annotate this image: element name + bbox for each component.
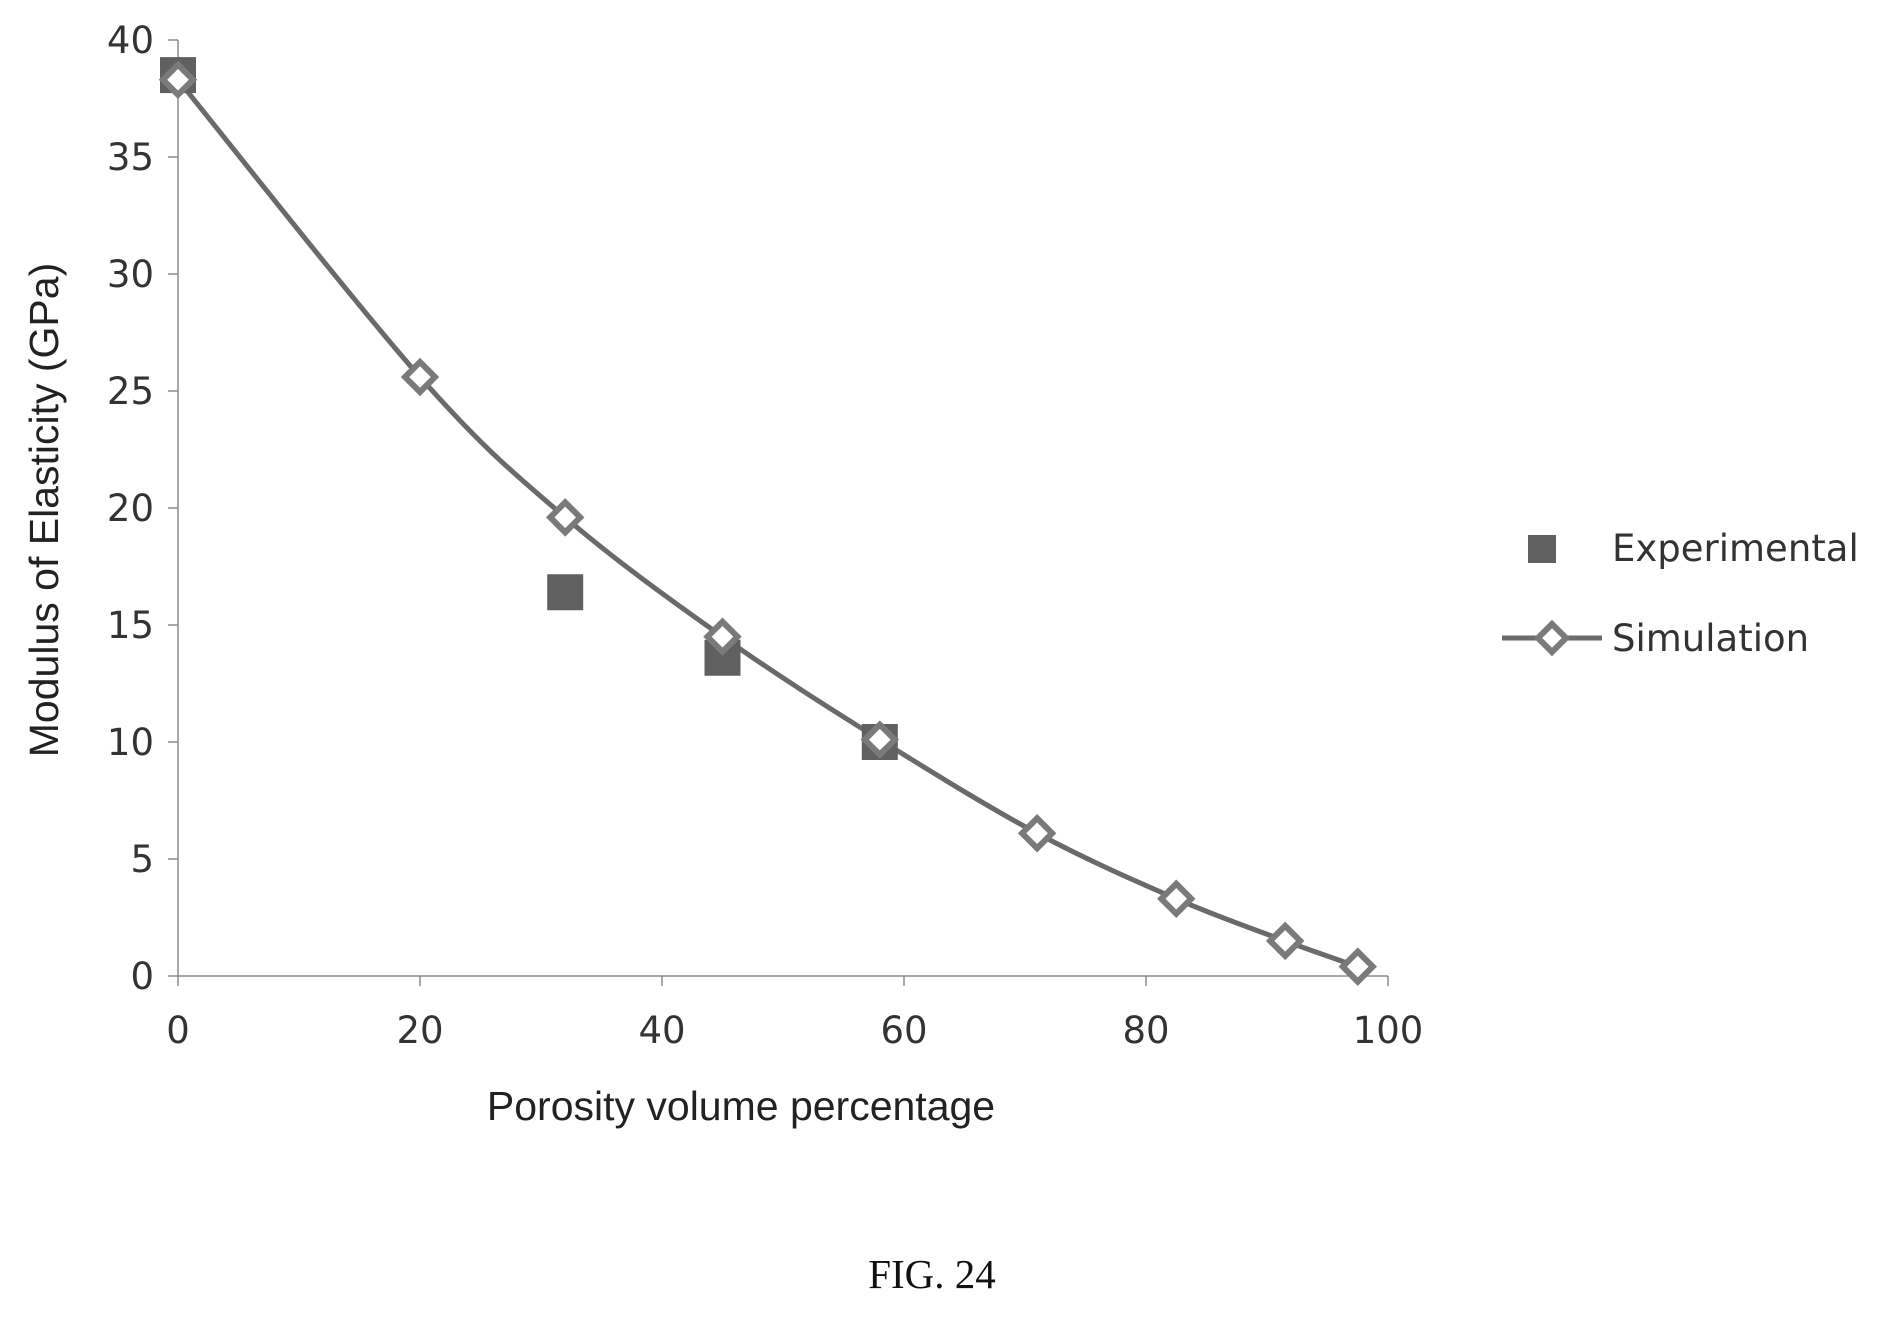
experimental-point xyxy=(547,574,584,611)
legend-experimental-label: Experimental xyxy=(1612,527,1859,570)
simulation-point xyxy=(158,60,198,100)
simulation-point xyxy=(400,357,440,397)
x-axis-ticks: 0 20 40 60 80 100 xyxy=(166,976,1423,1052)
experimental-series-points xyxy=(160,57,898,760)
figure-caption: FIG. 24 xyxy=(868,1251,996,1297)
y-tick-label: 5 xyxy=(130,838,154,881)
simulation-series-points xyxy=(158,60,1377,986)
simulation-point xyxy=(703,617,742,656)
y-tick-label: 20 xyxy=(107,487,154,530)
y-axis-title: Modulus of Elasticity (GPa) xyxy=(21,263,67,757)
plot-area: 0 5 10 15 20 25 30 35 40 0 20 40 60 80 100 xyxy=(107,19,1423,1052)
x-tick-label: 80 xyxy=(1122,1009,1169,1052)
x-axis-title: Porosity volume percentage xyxy=(487,1083,995,1129)
y-tick-label: 0 xyxy=(130,955,154,998)
legend-experimental-marker xyxy=(1528,535,1556,563)
y-tick-label: 15 xyxy=(107,604,154,647)
simulation-series-line xyxy=(176,78,1359,969)
legend-simulation-label: Simulation xyxy=(1612,617,1809,660)
x-tick-label: 60 xyxy=(880,1009,927,1052)
y-axis-ticks: 0 5 10 15 20 25 30 35 40 xyxy=(107,19,178,998)
x-tick-label: 20 xyxy=(396,1009,443,1052)
y-tick-label: 35 xyxy=(107,136,154,179)
y-tick-label: 30 xyxy=(107,253,154,296)
simulation-point xyxy=(1157,879,1196,919)
y-tick-label: 10 xyxy=(107,721,154,764)
y-tick-label: 25 xyxy=(107,370,154,413)
simulation-point xyxy=(1017,814,1057,853)
simulation-point xyxy=(1338,947,1377,986)
legend-simulation-marker xyxy=(1533,619,1571,657)
x-tick-label: 40 xyxy=(638,1009,685,1052)
x-tick-label: 100 xyxy=(1353,1009,1424,1052)
y-tick-label: 40 xyxy=(107,19,154,62)
x-tick-label: 0 xyxy=(166,1009,190,1052)
simulation-point xyxy=(1265,921,1305,961)
simulation-point xyxy=(860,720,900,759)
legend: Experimental Simulation xyxy=(1502,527,1859,660)
simulation-point xyxy=(545,498,585,537)
